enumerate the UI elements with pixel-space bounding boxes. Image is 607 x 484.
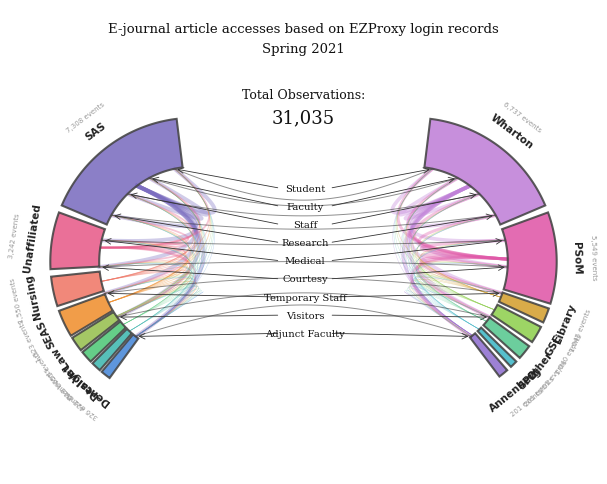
Polygon shape [102,334,138,378]
Polygon shape [502,213,557,304]
Polygon shape [92,329,132,370]
Text: 201 events: 201 events [524,375,556,407]
Text: Law: Law [49,344,70,368]
Text: Courtesy: Courtesy [282,275,328,284]
Text: 1,523 events: 1,523 events [18,318,43,362]
Text: 31,035: 31,035 [272,109,335,127]
Text: 5,549 events: 5,549 events [591,235,598,280]
Polygon shape [72,312,120,350]
Text: 3,242 events: 3,242 events [8,212,21,258]
Text: 201 events: 201 events [510,388,544,417]
Text: E-journal article accesses based on EZProxy login records: E-journal article accesses based on EZPr… [108,23,499,36]
Text: PSoM: PSoM [571,242,582,274]
Text: Vet: Vet [61,360,81,381]
Polygon shape [59,294,113,336]
Text: Visitors: Visitors [286,311,324,320]
Polygon shape [424,120,545,225]
Text: 326 events: 326 events [66,390,100,419]
Text: Spring 2021: Spring 2021 [262,43,345,56]
Text: Dental: Dental [75,375,112,407]
Text: SP2: SP2 [517,367,539,390]
Polygon shape [492,305,541,342]
Text: 518 events: 518 events [43,365,73,398]
Text: SAS: SAS [83,121,107,142]
Text: 422 events: 422 events [54,379,87,410]
Text: Faculty: Faculty [287,202,324,212]
Text: 1,550 events: 1,550 events [9,277,24,323]
Polygon shape [499,293,549,323]
Text: Design: Design [64,364,101,399]
Polygon shape [51,272,104,306]
Text: 6,737 events: 6,737 events [502,102,542,134]
Text: Annenberg: Annenberg [488,365,544,413]
Text: 701 events: 701 events [539,359,568,393]
Text: Medical: Medical [285,257,325,266]
Text: Temporary Staff: Temporary Staff [263,293,347,302]
Polygon shape [483,318,529,358]
Polygon shape [62,120,183,225]
Text: Unaffiliated: Unaffiliated [22,203,42,273]
Text: Staff: Staff [293,221,317,229]
Text: 655 events: 655 events [32,348,59,383]
Text: Adjunct Faculty: Adjunct Faculty [265,329,345,338]
Text: Student: Student [285,184,325,194]
Text: SEAS: SEAS [35,317,57,348]
Polygon shape [83,322,126,362]
Text: Total Observations:: Total Observations: [242,89,365,102]
Text: 1,040 events: 1,040 events [555,333,583,375]
Text: 7,308 events: 7,308 events [65,102,105,134]
Polygon shape [50,213,105,270]
Text: 1,045 events: 1,045 events [569,307,592,352]
Text: Other: Other [526,349,555,381]
Polygon shape [478,328,517,367]
Text: Nursing: Nursing [24,272,44,319]
Text: Library: Library [552,302,577,345]
Text: Wharton: Wharton [488,112,535,151]
Polygon shape [470,333,507,377]
Text: GSE: GSE [544,333,565,358]
Text: Research: Research [281,239,328,248]
